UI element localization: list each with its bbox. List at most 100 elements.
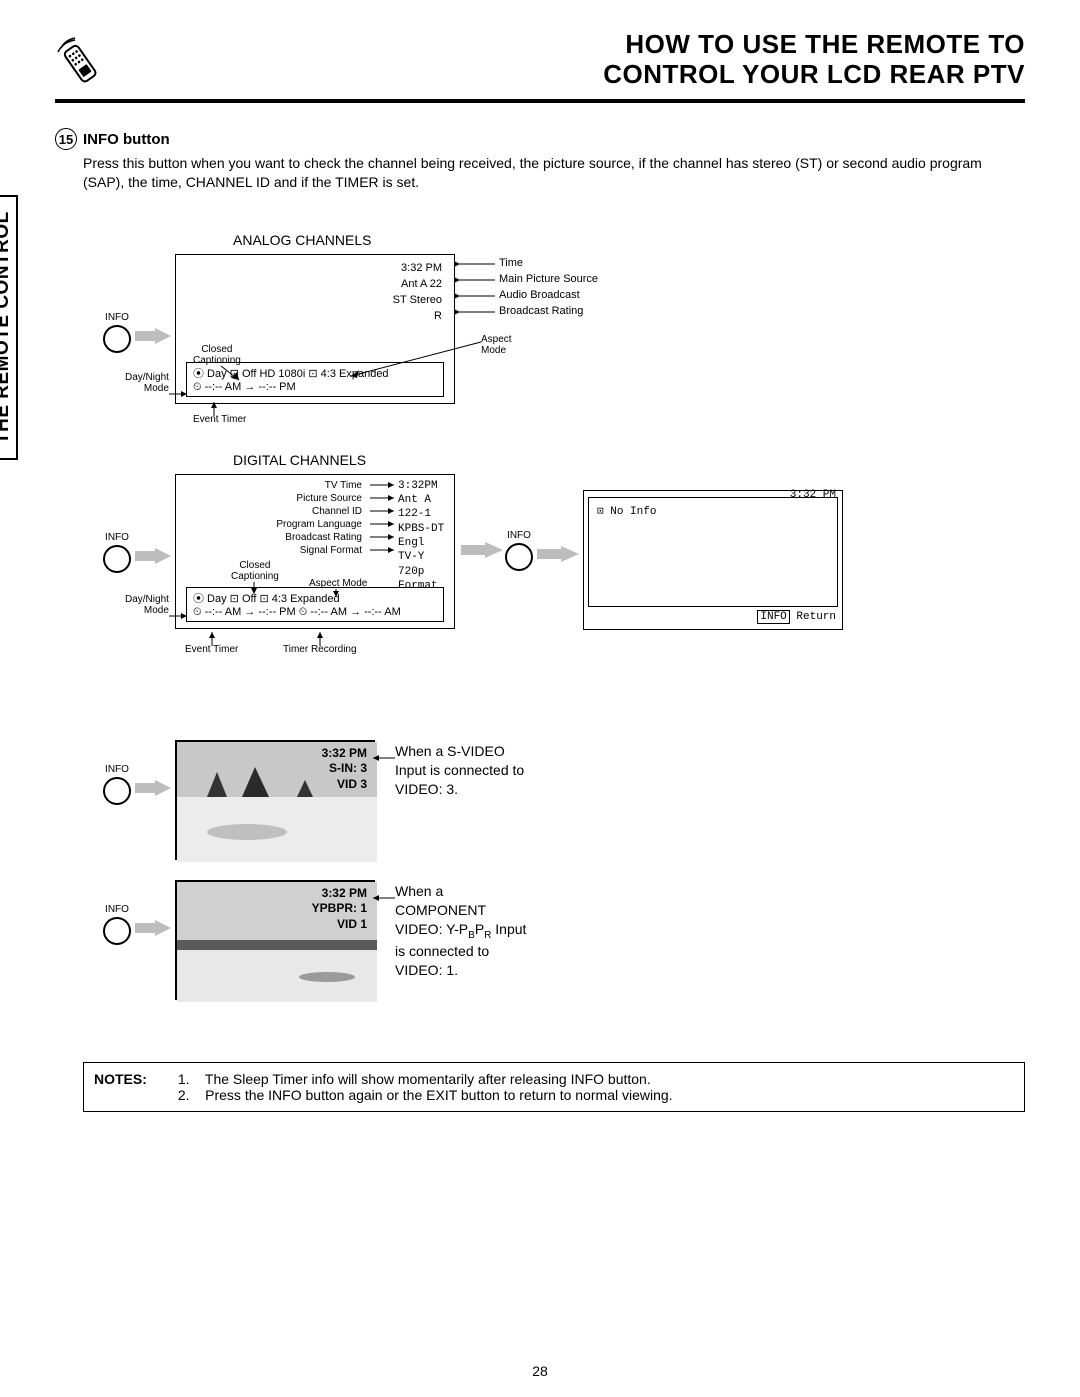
sv-line3: VID 3	[322, 777, 367, 793]
digital-lbl-event: Event Timer	[185, 644, 238, 655]
digital-tv-frame: TV Time Picture Source Channel ID Progra…	[175, 474, 455, 629]
analog-status-box: ⦿ Day ⊡ Off HD 1080i ⊡ 4:3 Expanded ⏲ --…	[186, 362, 444, 397]
info-lbl-sv: INFO	[105, 764, 129, 775]
sv-cap3: VIDEO: 3.	[395, 781, 458, 797]
page-header: HOW TO USE THE REMOTE TO CONTROL YOUR LC…	[55, 30, 1025, 103]
analog-source: Ant A 22	[393, 277, 442, 293]
return-label: Return	[796, 611, 836, 623]
cp-cap3: VIDEO: Y-PBPR Input	[395, 921, 526, 937]
digital-status-line2: ⏲ --:-- AM → --:-- PM ⏲ --:-- AM → --:--…	[193, 606, 437, 619]
dig-val-2: KPBS-DT	[398, 522, 454, 536]
analog-lbl-aspect: AspectMode	[481, 334, 512, 356]
info-lbl-digital: INFO	[105, 532, 129, 543]
sv-cap2: Input is connected to	[395, 762, 524, 778]
sv-cap1: When a S-VIDEO	[395, 743, 505, 759]
digital-lbl-timerrec: Timer Recording	[283, 644, 357, 655]
component-photo: 3:32 PM YPBPR: 1 VID 1	[175, 880, 375, 1000]
info-circle-icon-2	[103, 545, 131, 573]
analog-lbl-source: Main Picture Source	[499, 272, 598, 288]
digital-channels-heading: DIGITAL CHANNELS	[233, 452, 366, 468]
digital-left-labels: TV Time Picture Source Channel ID Progra…	[276, 479, 362, 557]
svideo-overlay: 3:32 PM S-IN: 3 VID 3	[322, 742, 373, 858]
analog-lbl-event: Event Timer	[193, 414, 246, 425]
note-1-num: 1.	[178, 1071, 190, 1087]
svideo-caption: When a S-VIDEO Input is connected to VID…	[395, 742, 524, 799]
note-2-text: Press the INFO button again or the EXIT …	[205, 1087, 672, 1103]
note-1-text: The Sleep Timer info will show momentari…	[205, 1071, 651, 1087]
digital-lbl-cc: ClosedCaptioning	[231, 560, 279, 582]
cp-time: 3:32 PM	[312, 886, 367, 902]
title-line-2: CONTROL YOUR LCD REAR PTV	[603, 60, 1025, 90]
notes-list: 1. The Sleep Timer info will show moment…	[178, 1071, 673, 1103]
digital-status-line1: ⦿ Day ⊡ Off ⊡ 4:3 Expanded	[193, 590, 437, 606]
dig-val-1: Ant A 122-1	[398, 493, 454, 522]
info-circle-icon-5	[103, 917, 131, 945]
info-box-label: INFO	[757, 610, 789, 624]
analog-tv-frame: 3:32 PM Ant A 22 ST Stereo R ⦿ Day ⊡ Off…	[175, 254, 455, 404]
analog-lbl-time: Time	[499, 256, 598, 272]
digital-lbl-aspect: Aspect Mode	[309, 578, 367, 589]
info-button-digital: INFO	[103, 532, 131, 573]
notes-label: NOTES:	[94, 1071, 174, 1087]
info-circle-icon-3	[505, 543, 533, 571]
component-overlay: 3:32 PM YPBPR: 1 VID 1	[312, 882, 373, 998]
diagram-area: ANALOG CHANNELS 3:32 PM Ant A 22 ST Ster…	[83, 242, 1025, 1052]
section-15-head: 15 INFO button	[55, 128, 1025, 150]
digital-status-box: ⦿ Day ⊡ Off ⊡ 4:3 Expanded ⏲ --:-- AM → …	[186, 587, 444, 622]
analog-lbl-audio: Audio Broadcast	[499, 288, 598, 304]
dig-lbl-1: Picture Source	[276, 492, 362, 505]
analog-lbl-cc: ClosedCaptioning	[193, 344, 241, 366]
info-button-analog: INFO	[103, 312, 131, 353]
info-button-svideo: INFO	[103, 764, 131, 805]
notes-box: NOTES: 1. The Sleep Timer info will show…	[83, 1062, 1025, 1112]
digital-right-values: 3:32PM Ant A 122-1 KPBS-DT Engl TV-Y 720…	[398, 479, 454, 593]
analog-rating: R	[393, 309, 442, 325]
analog-time: 3:32 PM	[393, 261, 442, 277]
section-15-label: INFO button	[83, 131, 170, 148]
component-caption: When a COMPONENT VIDEO: Y-PBPR Input is …	[395, 882, 526, 980]
cp-cap5: VIDEO: 1.	[395, 962, 458, 978]
no-info-screen: 3:32 PM ⊡ No Info INFO Return	[583, 490, 843, 630]
dig-lbl-0: TV Time	[276, 479, 362, 492]
dig-val-3: Engl	[398, 536, 454, 550]
cp-cap1: When a	[395, 883, 443, 899]
digital-lbl-daynight: Day/NightMode	[125, 594, 169, 616]
sv-time: 3:32 PM	[322, 746, 367, 762]
dig-lbl-4: Broadcast Rating	[276, 531, 362, 544]
page-title: HOW TO USE THE REMOTE TO CONTROL YOUR LC…	[603, 30, 1025, 90]
note-2-num: 2.	[178, 1087, 190, 1103]
cp-cap2: COMPONENT	[395, 902, 486, 918]
info-lbl-analog: INFO	[105, 312, 129, 323]
info-button-digital-2: INFO	[505, 530, 533, 571]
right-return-row: INFO Return	[584, 611, 842, 626]
analog-lbl-daynight: Day/NightMode	[125, 372, 169, 394]
info-lbl-digital-2: INFO	[507, 530, 531, 541]
cp-line2: YPBPR: 1	[312, 901, 367, 917]
step-number-15: 15	[55, 128, 77, 150]
dig-val-0: 3:32PM	[398, 479, 454, 493]
dig-lbl-3: Program Language	[276, 518, 362, 531]
analog-lbl-rating: Broadcast Rating	[499, 304, 598, 320]
sv-line2: S-IN: 3	[322, 761, 367, 777]
page-number: 28	[0, 1363, 1080, 1379]
title-line-1: HOW TO USE THE REMOTE TO	[603, 30, 1025, 60]
dig-lbl-2: Channel ID	[276, 505, 362, 518]
cp-line3: VID 1	[312, 917, 367, 933]
analog-channels-heading: ANALOG CHANNELS	[233, 232, 371, 248]
cp-cap4: is connected to	[395, 943, 489, 959]
section-15-body: Press this button when you want to check…	[83, 154, 1025, 192]
page-root: HOW TO USE THE REMOTE TO CONTROL YOUR LC…	[0, 0, 1080, 1397]
right-inset: ⊡ No Info	[588, 497, 838, 607]
analog-label-col: Time Main Picture Source Audio Broadcast…	[499, 256, 598, 320]
right-noinfo: ⊡ No Info	[597, 504, 656, 518]
info-circle-icon-4	[103, 777, 131, 805]
dig-val-4: TV-Y	[398, 550, 454, 564]
info-lbl-cp: INFO	[105, 904, 129, 915]
analog-status-line1: ⦿ Day ⊡ Off HD 1080i ⊡ 4:3 Expanded	[193, 365, 437, 381]
svideo-photo: 3:32 PM S-IN: 3 VID 3	[175, 740, 375, 860]
analog-right-col: 3:32 PM Ant A 22 ST Stereo R	[393, 261, 442, 325]
dig-lbl-5: Signal Format	[276, 544, 362, 557]
side-tab-remote-control: THE REMOTE CONTROL	[0, 195, 18, 460]
analog-status-line2: ⏲ --:-- AM → --:-- PM	[193, 381, 437, 394]
remote-icon	[55, 36, 103, 93]
